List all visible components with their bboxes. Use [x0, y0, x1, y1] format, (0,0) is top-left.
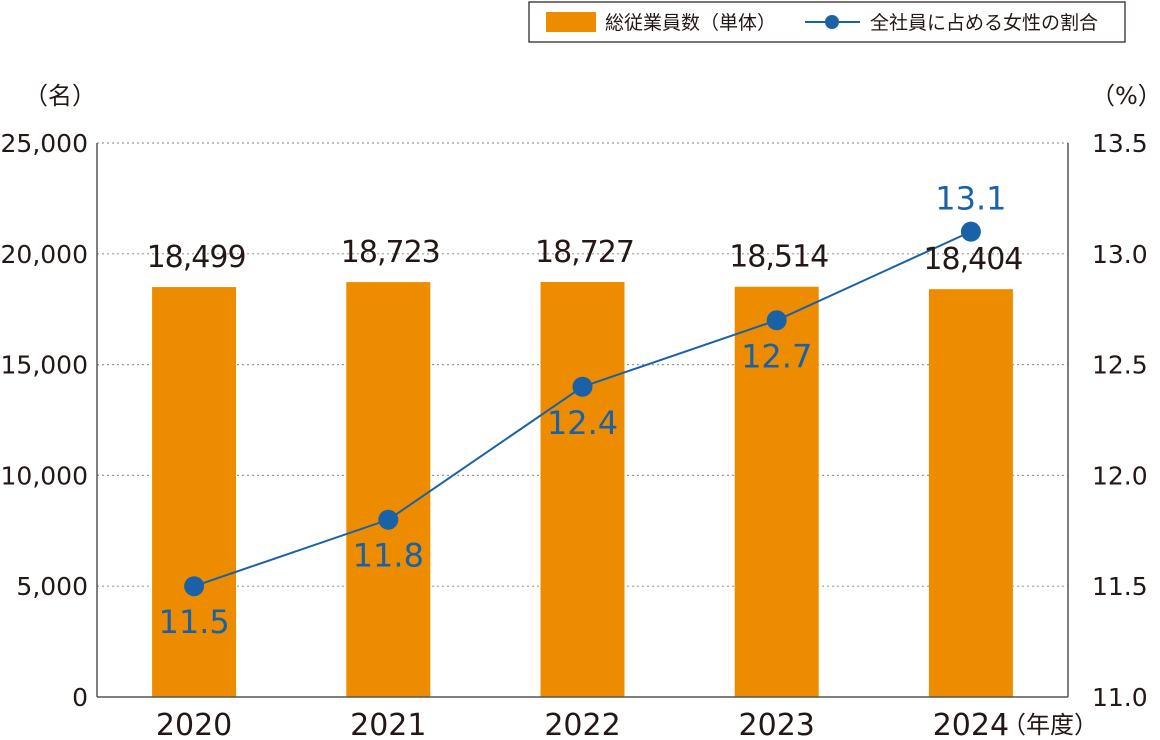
x-tick-label: 2021 — [350, 708, 426, 740]
legend: 総従業員数（単体） 全社員に占める女性の割合 — [528, 1, 1126, 43]
x-tick-label: 2023 — [739, 708, 815, 740]
x-tick-label: 2024 — [933, 708, 1009, 740]
bar-value-label: 18,499 — [147, 240, 246, 275]
bar-value-label: 18,723 — [341, 235, 440, 270]
x-tick-label: 2020 — [156, 708, 232, 740]
bar-series — [152, 282, 1013, 697]
y-right-tick-label: 13.5 — [1092, 129, 1148, 158]
bar — [152, 287, 237, 697]
y-left-tick-label: 25,000 — [1, 129, 88, 158]
line-value-label: 13.1 — [935, 180, 1006, 218]
bar — [928, 289, 1013, 697]
legend-bar-label: 総従業員数（単体） — [605, 12, 776, 34]
y-right-tick-label: 12.5 — [1092, 351, 1148, 380]
bar — [540, 282, 625, 697]
line-value-label: 12.4 — [547, 404, 618, 442]
line-point — [184, 576, 205, 597]
line-point — [766, 310, 787, 331]
y-right-unit: （%） — [1091, 82, 1160, 110]
data-labels: 18,499 18,723 18,727 18,514 18,404 11.5 11.8 12… — [147, 180, 1024, 642]
y-right-tick-label: 11.5 — [1092, 572, 1148, 601]
x-tick-label: 2022 — [544, 708, 620, 740]
line-point — [572, 376, 593, 397]
y-right-tick-label: 11.0 — [1092, 683, 1148, 712]
bar — [346, 282, 431, 697]
y-left-unit: （名） — [24, 82, 96, 110]
y-left-tick-label: 20,000 — [1, 240, 88, 269]
legend-line-marker — [825, 15, 839, 29]
line-point — [960, 221, 981, 242]
bar-value-label: 18,404 — [923, 242, 1022, 277]
y-right-tick-label: 12.0 — [1092, 461, 1148, 490]
bar-value-label: 18,514 — [729, 240, 828, 275]
line-series — [184, 221, 981, 597]
y-left-tick-label: 10,000 — [1, 461, 88, 490]
legend-line-label: 全社員に占める女性の割合 — [870, 12, 1098, 34]
y-left-tick-label: 5,000 — [16, 572, 88, 601]
axes: 0 5,000 10,000 15,000 20,000 25,000 11.0 11.5 12… — [1, 129, 1148, 740]
bar-value-label: 18,727 — [535, 235, 634, 270]
bar — [734, 286, 819, 697]
y-left-tick-label: 15,000 — [1, 351, 88, 380]
line-point — [378, 509, 399, 530]
x-unit: （年度） — [1002, 711, 1098, 739]
line-value-label: 12.7 — [741, 337, 812, 375]
y-left-tick-label: 0 — [72, 683, 88, 712]
legend-bar-swatch — [546, 12, 596, 32]
y-right-tick-label: 13.0 — [1092, 240, 1148, 269]
line-value-label: 11.5 — [158, 603, 229, 641]
line-value-label: 11.8 — [353, 537, 424, 575]
